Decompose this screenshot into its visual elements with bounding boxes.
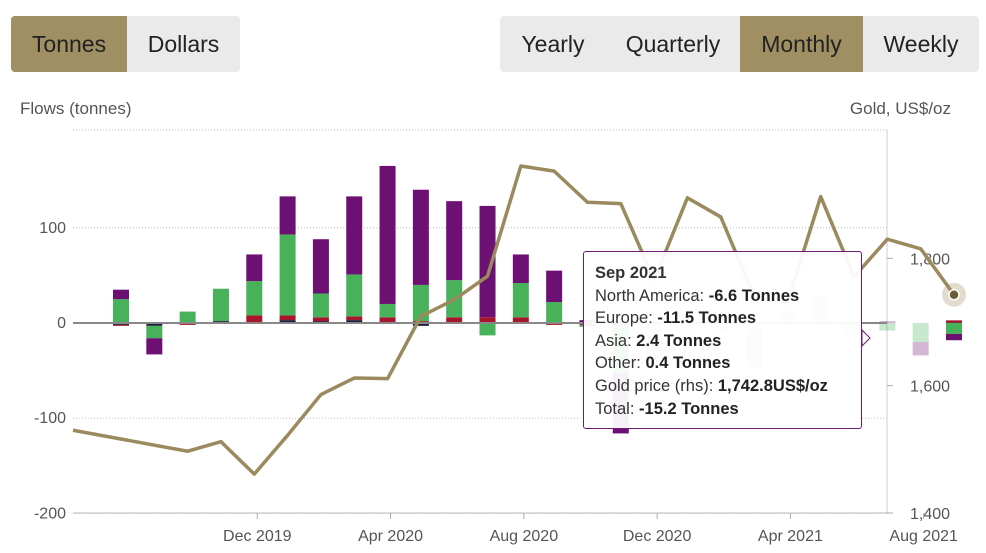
bar-segment xyxy=(879,323,896,331)
bar-segment xyxy=(312,293,329,318)
bar-segment xyxy=(946,320,962,323)
y-tick-label: -100 xyxy=(34,410,66,427)
bar-segment xyxy=(246,281,263,316)
bar-segment xyxy=(446,201,463,281)
bar-segment xyxy=(113,289,129,300)
bar-segment xyxy=(946,323,962,334)
x-tick-label: Apr 2021 xyxy=(758,528,823,545)
bar-segment xyxy=(412,323,429,326)
bar-segment xyxy=(379,317,396,323)
bar-segment xyxy=(146,325,163,339)
y2-tick-label: 1,400 xyxy=(910,506,950,523)
dollars-button[interactable]: Dollars xyxy=(147,30,220,57)
tooltip-row-europe: Europe: -11.5 Tonnes xyxy=(595,309,757,328)
bar-segment xyxy=(512,283,529,318)
monthly-button[interactable]: Monthly xyxy=(740,16,863,72)
tooltip-row-other: Other: 0.4 Tonnes xyxy=(595,354,731,373)
bar-segment xyxy=(113,299,129,323)
bar-segment xyxy=(546,302,563,323)
bar-segment xyxy=(179,311,196,323)
bar-segment xyxy=(379,303,396,318)
bar-segment xyxy=(946,322,962,324)
bar-segment xyxy=(279,196,296,235)
y2-axis-title: Gold, US$/oz xyxy=(849,99,951,118)
bar-segment xyxy=(146,323,163,326)
bar-segment xyxy=(312,239,329,294)
x-tick-label: Aug 2021 xyxy=(889,528,958,545)
bar-segment xyxy=(412,189,429,285)
y-tick-label: 100 xyxy=(39,220,66,237)
tooltip-row-north-america: North America: -6.6 Tonnes xyxy=(595,286,800,305)
unit-toggle: Tonnes Dollars xyxy=(11,16,240,72)
x-tick-label: Dec 2019 xyxy=(223,528,292,545)
bar-segment xyxy=(446,317,463,323)
bar-segment xyxy=(879,321,896,323)
y2-tick-label: 1,600 xyxy=(910,379,950,396)
bar-segment xyxy=(546,270,563,303)
bar-segment xyxy=(546,323,563,325)
bar-segment xyxy=(512,317,529,323)
period-toggle: Yearly Quarterly Monthly Weekly xyxy=(500,16,979,72)
bar-segment xyxy=(479,205,496,318)
bar-segment xyxy=(279,320,296,323)
bar-segment xyxy=(212,288,229,322)
y-tick-label: 0 xyxy=(57,315,66,332)
bar-segment xyxy=(946,333,962,341)
quarterly-button[interactable]: Quarterly xyxy=(625,30,721,57)
bar-segment xyxy=(279,315,296,321)
bar-segment xyxy=(379,165,396,304)
bar-segment xyxy=(479,317,496,323)
bar-segment xyxy=(279,234,296,316)
bar-segment xyxy=(346,196,363,275)
bar-segment xyxy=(512,254,529,284)
bar-segment xyxy=(246,315,263,323)
bar-segment xyxy=(346,274,363,317)
x-tick-label: Dec 2020 xyxy=(623,528,692,545)
bar-segment xyxy=(146,338,163,355)
x-tick-label: Aug 2020 xyxy=(490,528,559,545)
x-tick-label: Apr 2020 xyxy=(358,528,423,545)
bar-segment xyxy=(246,254,263,282)
yearly-button[interactable]: Yearly xyxy=(521,30,585,57)
weekly-button[interactable]: Weekly xyxy=(883,30,959,57)
tooltip-row-gold-price: Gold price (rhs): 1,742.8US$/oz xyxy=(595,376,828,395)
bar-segment xyxy=(412,284,429,322)
hover-point xyxy=(948,288,960,301)
tooltip-row-total: Total: -15.2 Tonnes xyxy=(595,399,739,418)
gold-price-line xyxy=(72,164,956,476)
tonnes-button[interactable]: Tonnes xyxy=(11,16,127,72)
tooltip-title: Sep 2021 xyxy=(595,264,667,282)
bar-segment xyxy=(912,342,929,356)
y-axis-title: Flows (tonnes) xyxy=(20,99,132,118)
bar-segment xyxy=(346,316,363,321)
tooltip-pointer xyxy=(861,328,871,348)
bar-segment xyxy=(479,323,496,336)
bar-segment xyxy=(912,323,929,343)
bar-segment xyxy=(113,324,129,326)
bar-segment xyxy=(346,320,363,323)
y-tick-label: -200 xyxy=(34,505,66,522)
bar-segment xyxy=(312,317,329,322)
chart-tooltip: Sep 2021 North America: -6.6 Tonnes Euro… xyxy=(583,251,862,429)
tooltip-row-asia: Asia: 2.4 Tonnes xyxy=(595,331,722,350)
